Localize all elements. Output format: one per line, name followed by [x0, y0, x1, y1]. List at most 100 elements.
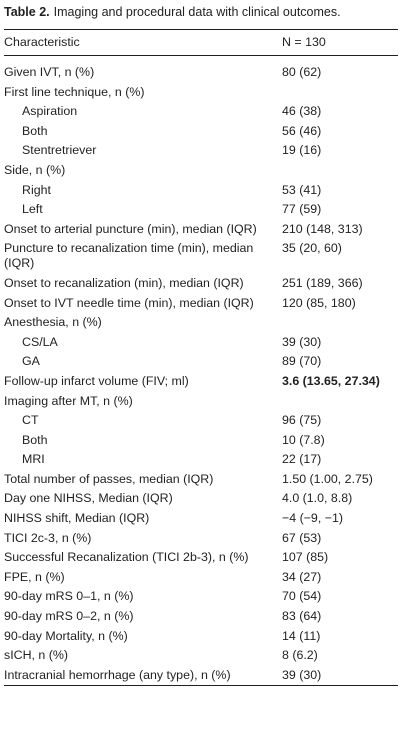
row-label: MRI: [22, 452, 45, 467]
table-row: Right 53 (41): [4, 180, 398, 200]
table-row: Total number of passes, median (IQR) 1.50…: [4, 470, 398, 490]
row-value: 70 (54): [282, 589, 322, 604]
header-cell: Characteristic: [4, 35, 80, 49]
row-value: 46 (38): [282, 104, 322, 119]
caption-label: Table 2.: [4, 5, 50, 19]
row-label: CS/LA: [22, 334, 58, 349]
table-row: 90-day mRS 0–1, n (%) 70 (54): [4, 587, 398, 607]
row-value: [280, 313, 398, 333]
table-row: Day one NIHSS, Median (IQR) 4.0 (1.0, 8.8…: [4, 489, 398, 509]
row-label: Given IVT, n (%): [4, 65, 95, 79]
header-row: Characteristic N = 130: [4, 29, 398, 56]
table-row: Aspiration 46 (38): [4, 102, 398, 122]
table-row: Anesthesia, n (%): [4, 313, 398, 333]
table-row: sICH, n (%) 8 (6.2): [4, 646, 398, 666]
table-caption: Table 2. Imaging and procedural data with…: [4, 5, 341, 19]
row-value: 210 (148, 313): [282, 221, 363, 236]
row-value: 120 (85, 180): [282, 295, 356, 310]
row-value: 14 (11): [282, 628, 321, 643]
table-row: Onset to IVT needle time (min), median (…: [4, 293, 398, 313]
row-label: 90-day mRS 0–2, n (%): [4, 609, 134, 624]
data-table: Characteristic N = 130 Given IVT, n (%) 8…: [4, 29, 398, 686]
row-label: FPE, n (%): [4, 569, 65, 584]
row-label: GA: [22, 354, 40, 369]
row-value: 1.50 (1.00, 2.75): [282, 471, 373, 486]
table-row: Puncture to recanalization time (min), m…: [4, 239, 398, 274]
table-row: Both 10 (7.8): [4, 430, 398, 450]
row-value: 80 (62): [282, 65, 322, 79]
row-label: sICH, n (%): [4, 648, 69, 663]
table-row: FPE, n (%) 34 (27): [4, 568, 398, 588]
table-row: Successful Recanalization (TICI 2b-3), n…: [4, 548, 398, 568]
row-value: 53 (41): [282, 182, 322, 197]
table-row: Imaging after MT, n (%): [4, 391, 398, 411]
row-label: Puncture to recanalization time (min), m…: [4, 241, 254, 271]
table-row: Stentretriever 19 (16): [4, 141, 398, 161]
caption-text: Imaging and procedural data with clinica…: [53, 5, 341, 19]
row-value: 251 (189, 366): [282, 275, 363, 290]
header-cell: N = 130: [282, 35, 326, 49]
row-label: Both: [22, 123, 48, 138]
table-row: First line technique, n (%): [4, 82, 398, 102]
row-value: [280, 391, 398, 411]
row-value: 56 (46): [282, 123, 322, 138]
row-value: 96 (75): [282, 413, 322, 428]
table-header: Characteristic N = 130: [4, 29, 398, 56]
row-value: 39 (30): [282, 667, 322, 682]
table-row: Intracranial hemorrhage (any type), n (%…: [4, 666, 398, 686]
row-value: 10 (7.8): [282, 432, 325, 447]
row-value: 4.0 (1.0, 8.8): [282, 491, 353, 506]
row-label: Onset to arterial puncture (min), median…: [4, 221, 257, 236]
row-label: First line technique, n (%): [4, 84, 145, 99]
row-label: Onset to recanalization (min), median (I…: [4, 275, 244, 290]
row-label: Right: [22, 182, 51, 197]
row-value: 8 (6.2): [282, 648, 318, 663]
row-value: 77 (59): [282, 202, 322, 217]
table-body: Given IVT, n (%) 80 (62) First line techni…: [4, 56, 398, 686]
row-label: Left: [22, 202, 43, 217]
row-value: 19 (16): [282, 143, 322, 158]
row-label: Successful Recanalization (TICI 2b-3), n…: [4, 550, 249, 565]
row-label: TICI 2c-3, n (%): [4, 530, 92, 545]
row-value: 3.6 (13.65, 27.34): [282, 373, 380, 388]
row-value: 67 (53): [282, 530, 322, 545]
row-label: Onset to IVT needle time (min), median (…: [4, 295, 254, 310]
row-label: Anesthesia, n (%): [4, 315, 102, 330]
row-value: [280, 161, 398, 181]
row-value: 22 (17): [282, 452, 322, 467]
row-label: Stentretriever: [22, 143, 97, 158]
table-row: 90-day mRS 0–2, n (%) 83 (64): [4, 607, 398, 627]
table-row: Left 77 (59): [4, 200, 398, 220]
row-value: −4 (−9, −1): [282, 511, 343, 526]
table-row: CS/LA 39 (30): [4, 332, 398, 352]
table-row: NIHSS shift, Median (IQR) −4 (−9, −1): [4, 509, 398, 529]
table-row: CT 96 (75): [4, 411, 398, 431]
table-row: MRI 22 (17): [4, 450, 398, 470]
row-label: Aspiration: [22, 104, 78, 119]
row-value: 34 (27): [282, 569, 322, 584]
row-value: 89 (70): [282, 354, 322, 369]
row-value: [280, 82, 398, 102]
row-label: Side, n (%): [4, 162, 66, 177]
row-value: 83 (64): [282, 609, 322, 624]
row-label: Both: [22, 432, 48, 447]
row-label: Imaging after MT, n (%): [4, 393, 133, 408]
table-row: 90-day Mortality, n (%) 14 (11): [4, 626, 398, 646]
table-row: Onset to recanalization (min), median (I…: [4, 274, 398, 294]
row-value: 35 (20, 60): [282, 241, 342, 256]
table-row: Given IVT, n (%) 80 (62): [4, 56, 398, 83]
table-row: TICI 2c-3, n (%) 67 (53): [4, 528, 398, 548]
row-value: 107 (85): [282, 550, 329, 565]
table-row: Side, n (%): [4, 161, 398, 181]
table-row: Both 56 (46): [4, 121, 398, 141]
row-label: 90-day Mortality, n (%): [4, 628, 128, 643]
row-label: NIHSS shift, Median (IQR): [4, 511, 150, 526]
row-label: Intracranial hemorrhage (any type), n (%…: [4, 667, 231, 682]
row-label: Total number of passes, median (IQR): [4, 471, 214, 486]
row-label: CT: [22, 413, 39, 428]
row-label: Follow-up infarct volume (FIV; ml): [4, 373, 189, 388]
row-label: 90-day mRS 0–1, n (%): [4, 589, 134, 604]
row-label: Day one NIHSS, Median (IQR): [4, 491, 173, 506]
table-row: Onset to arterial puncture (min), median…: [4, 219, 398, 239]
